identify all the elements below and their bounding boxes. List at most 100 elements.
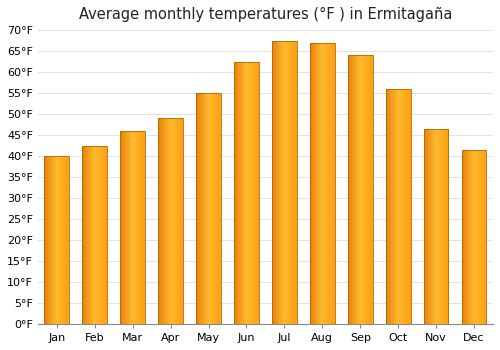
Bar — [290, 41, 291, 324]
Bar — [90, 146, 91, 324]
Bar — [432, 129, 433, 324]
Bar — [240, 62, 241, 324]
Bar — [86, 146, 88, 324]
Bar — [480, 150, 481, 324]
Bar — [284, 41, 285, 324]
Bar — [44, 156, 69, 324]
Bar — [474, 150, 476, 324]
Bar — [66, 156, 68, 324]
Bar — [209, 93, 210, 324]
Bar — [50, 156, 51, 324]
Bar — [279, 41, 280, 324]
Bar — [424, 129, 425, 324]
Bar — [84, 146, 85, 324]
Bar — [57, 156, 58, 324]
Bar — [54, 156, 55, 324]
Bar — [220, 93, 221, 324]
Bar — [369, 55, 370, 324]
Bar — [52, 156, 53, 324]
Bar — [356, 55, 357, 324]
Bar — [317, 43, 318, 324]
Bar — [406, 89, 407, 324]
Bar — [437, 129, 438, 324]
Bar — [408, 89, 410, 324]
Bar — [64, 156, 65, 324]
Bar — [428, 129, 429, 324]
Bar — [424, 129, 448, 324]
Bar — [427, 129, 428, 324]
Bar — [60, 156, 61, 324]
Bar — [479, 150, 480, 324]
Bar — [182, 118, 183, 324]
Bar — [249, 62, 250, 324]
Bar — [216, 93, 217, 324]
Bar — [130, 131, 131, 324]
Bar — [353, 55, 354, 324]
Bar — [466, 150, 468, 324]
Bar — [158, 118, 159, 324]
Bar — [132, 131, 134, 324]
Bar — [429, 129, 430, 324]
Bar — [321, 43, 322, 324]
Bar — [366, 55, 367, 324]
Bar — [359, 55, 360, 324]
Bar — [462, 150, 486, 324]
Bar — [275, 41, 276, 324]
Bar — [245, 62, 246, 324]
Bar — [405, 89, 406, 324]
Bar — [397, 89, 398, 324]
Bar — [238, 62, 239, 324]
Bar — [135, 131, 136, 324]
Bar — [324, 43, 325, 324]
Bar — [407, 89, 408, 324]
Bar — [315, 43, 316, 324]
Bar — [96, 146, 97, 324]
Bar — [168, 118, 170, 324]
Bar — [328, 43, 329, 324]
Bar — [392, 89, 394, 324]
Bar — [482, 150, 484, 324]
Bar — [292, 41, 293, 324]
Bar — [403, 89, 404, 324]
Bar — [325, 43, 326, 324]
Bar — [288, 41, 289, 324]
Bar — [348, 55, 372, 324]
Bar — [478, 150, 479, 324]
Bar — [436, 129, 437, 324]
Bar — [318, 43, 320, 324]
Bar — [322, 43, 323, 324]
Bar — [367, 55, 368, 324]
Bar — [208, 93, 209, 324]
Bar — [395, 89, 396, 324]
Bar — [445, 129, 446, 324]
Bar — [469, 150, 470, 324]
Bar — [123, 131, 124, 324]
Bar — [312, 43, 313, 324]
Bar — [402, 89, 403, 324]
Bar — [250, 62, 251, 324]
Bar — [283, 41, 284, 324]
Bar — [170, 118, 171, 324]
Bar — [131, 131, 132, 324]
Bar — [311, 43, 312, 324]
Bar — [370, 55, 371, 324]
Bar — [368, 55, 369, 324]
Bar — [97, 146, 98, 324]
Title: Average monthly temperatures (°F ) in Ermitagаña: Average monthly temperatures (°F ) in Er… — [78, 7, 452, 22]
Bar — [105, 146, 106, 324]
Bar — [200, 93, 201, 324]
Bar — [280, 41, 281, 324]
Bar — [210, 93, 211, 324]
Bar — [482, 150, 483, 324]
Bar — [435, 129, 436, 324]
Bar — [358, 55, 359, 324]
Bar — [394, 89, 395, 324]
Bar — [158, 118, 183, 324]
Bar — [94, 146, 96, 324]
Bar — [350, 55, 351, 324]
Bar — [465, 150, 466, 324]
Bar — [212, 93, 213, 324]
Bar — [473, 150, 474, 324]
Bar — [168, 118, 169, 324]
Bar — [236, 62, 238, 324]
